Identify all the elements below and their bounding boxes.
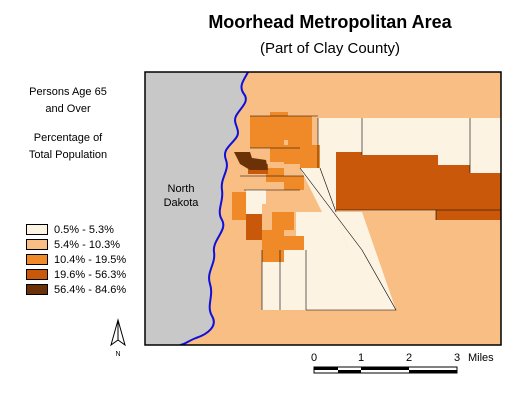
tract xyxy=(234,152,268,170)
legend-label: 19.6% - 56.3% xyxy=(54,268,127,281)
map-title: Moorhead Metropolitan Area xyxy=(208,12,452,32)
scale-bar: 0 1 2 3 Miles xyxy=(311,352,494,374)
tract xyxy=(272,212,294,230)
state-label-line-2: Dakota xyxy=(164,197,200,209)
map-subtitle: (Part of Clay County) xyxy=(259,40,401,57)
tract xyxy=(246,190,266,204)
tract xyxy=(300,145,320,168)
scale-segment xyxy=(409,370,457,373)
legend: 0.5% - 5.3% 5.4% - 10.3% 10.4% - 19.5% 1… xyxy=(26,222,146,297)
tract xyxy=(288,116,312,145)
legend-title: Persons Age 65 and Over Percentage of To… xyxy=(8,84,128,164)
legend-swatch xyxy=(26,254,48,265)
legend-label: 5.4% - 10.3% xyxy=(54,238,121,251)
scale-segment xyxy=(361,367,409,370)
tract xyxy=(296,212,348,250)
tract xyxy=(470,118,501,173)
tract xyxy=(284,236,304,250)
tract xyxy=(270,140,284,162)
legend-item: 56.4% - 84.6% xyxy=(26,282,146,297)
tract xyxy=(300,168,336,212)
scale-tick-label: 3 xyxy=(454,352,460,364)
red-river xyxy=(179,72,249,345)
tract xyxy=(362,118,470,165)
legend-swatch xyxy=(26,269,48,280)
tract xyxy=(244,204,262,216)
legend-heading-line-2: and Over xyxy=(45,103,91,115)
legend-item: 0.5% - 5.3% xyxy=(26,222,146,237)
tract xyxy=(336,152,501,220)
tract xyxy=(262,230,284,262)
tract xyxy=(318,118,362,168)
legend-item: 10.4% - 19.5% xyxy=(26,252,146,267)
legend-swatch xyxy=(26,224,48,235)
legend-item: 19.6% - 56.3% xyxy=(26,267,146,282)
scale-tick-label: 1 xyxy=(358,352,364,364)
tract xyxy=(270,112,288,140)
tract xyxy=(284,145,300,164)
north-arrow-icon: N xyxy=(110,318,126,358)
scale-segment xyxy=(338,370,361,373)
north-arrow-label: N xyxy=(115,351,120,358)
tract xyxy=(262,262,280,310)
legend-heading-line-1: Persons Age 65 xyxy=(29,86,107,98)
scale-segment xyxy=(314,367,338,370)
legend-item: 5.4% - 10.3% xyxy=(26,237,146,252)
scale-unit-label: Miles xyxy=(468,352,494,364)
legend-swatch xyxy=(26,239,48,250)
state-label-line-1: North xyxy=(168,183,195,195)
scale-tick-label: 2 xyxy=(406,352,412,364)
scale-tick-label: 0 xyxy=(311,352,317,364)
legend-swatch xyxy=(26,284,48,295)
legend-label: 10.4% - 19.5% xyxy=(54,253,127,266)
legend-label: 56.4% - 84.6% xyxy=(54,283,127,296)
legend-subheading-line-2: Total Population xyxy=(28,149,108,161)
north-dakota-area xyxy=(145,72,248,345)
tract xyxy=(306,212,396,310)
legend-subheading-line-1: Percentage of xyxy=(33,132,103,144)
legend-label: 0.5% - 5.3% xyxy=(54,223,114,236)
tract-boundaries xyxy=(240,115,501,311)
tract xyxy=(284,176,304,190)
tract xyxy=(266,168,284,182)
tract xyxy=(250,116,270,148)
tract xyxy=(246,214,262,240)
tract xyxy=(280,250,306,310)
tract xyxy=(232,192,246,220)
map-frame xyxy=(144,71,502,346)
